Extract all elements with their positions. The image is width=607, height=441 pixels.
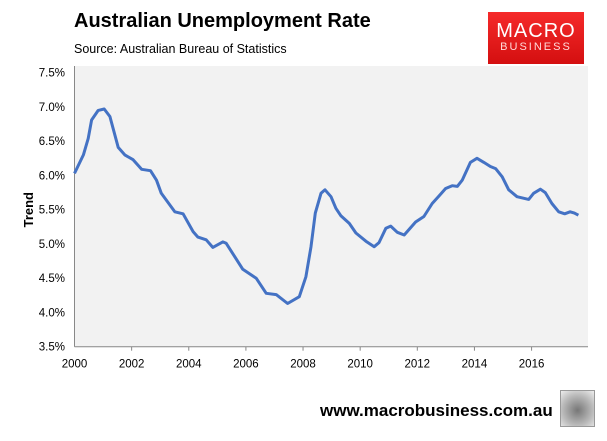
y-tick-label: 6.5% bbox=[39, 136, 65, 148]
x-tick-label: 2008 bbox=[290, 359, 316, 371]
x-tick-label: 2004 bbox=[176, 359, 202, 371]
x-tick-label: 2012 bbox=[405, 359, 431, 371]
y-tick-label: 4.5% bbox=[39, 273, 65, 285]
logo-line1: MACRO bbox=[496, 20, 576, 42]
logo-line2: BUSINESS bbox=[500, 41, 572, 53]
y-tick-label: 6.0% bbox=[39, 170, 65, 182]
y-tick-label: 7.5% bbox=[39, 68, 65, 80]
wolf-logo-icon bbox=[560, 390, 595, 427]
y-tick-label: 5.5% bbox=[39, 205, 65, 217]
x-tick-label: 2010 bbox=[347, 359, 373, 371]
plot-area bbox=[74, 66, 588, 347]
y-tick-label: 4.0% bbox=[39, 307, 65, 319]
website-url: www.macrobusiness.com.au bbox=[320, 401, 553, 420]
chart-subtitle: Source: Australian Bureau of Statistics bbox=[74, 42, 287, 56]
x-tick-label: 2014 bbox=[462, 359, 488, 371]
series-line-trend bbox=[73, 107, 580, 305]
x-tick-label: 2000 bbox=[62, 359, 88, 371]
macrobusiness-logo: MACRO BUSINESS bbox=[488, 12, 584, 64]
x-tick-label: 2016 bbox=[519, 359, 545, 371]
y-tick-label: 7.0% bbox=[39, 102, 65, 114]
chart-title: Australian Unemployment Rate bbox=[74, 10, 371, 32]
y-tick-label: 3.5% bbox=[39, 342, 65, 354]
y-tick-label: 5.0% bbox=[39, 239, 65, 251]
y-axis-label: Trend bbox=[21, 192, 36, 227]
x-tick-label: 2006 bbox=[233, 359, 259, 371]
x-tick-label: 2002 bbox=[119, 359, 145, 371]
